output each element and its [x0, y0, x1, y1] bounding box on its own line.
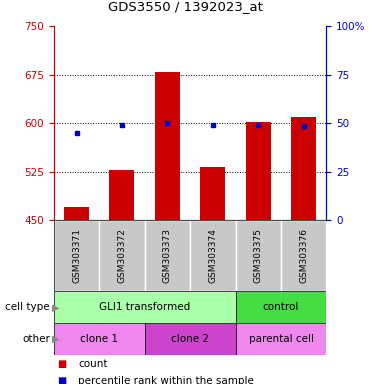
Text: percentile rank within the sample: percentile rank within the sample: [78, 376, 254, 384]
Text: cell type: cell type: [6, 302, 50, 313]
Bar: [155, 72, 180, 220]
Bar: [281, 220, 326, 291]
Text: control: control: [263, 302, 299, 313]
Bar: [109, 170, 134, 220]
Text: count: count: [78, 359, 108, 369]
Text: GSM303373: GSM303373: [163, 228, 172, 283]
Text: GDS3550 / 1392023_at: GDS3550 / 1392023_at: [108, 0, 263, 13]
Bar: [54, 291, 236, 323]
Text: GSM303374: GSM303374: [209, 228, 217, 283]
Text: clone 1: clone 1: [80, 334, 118, 344]
Text: GSM303372: GSM303372: [118, 228, 127, 283]
Text: ■: ■: [58, 359, 67, 369]
Bar: [99, 220, 145, 291]
Text: GSM303375: GSM303375: [254, 228, 263, 283]
Text: ▶: ▶: [52, 334, 59, 344]
Text: other: other: [22, 334, 50, 344]
Bar: [54, 220, 99, 291]
Text: clone 2: clone 2: [171, 334, 209, 344]
Bar: [145, 220, 190, 291]
Bar: [190, 220, 236, 291]
Text: GSM303376: GSM303376: [299, 228, 308, 283]
Bar: [236, 220, 281, 291]
Bar: [64, 207, 89, 220]
Bar: [54, 323, 145, 355]
Text: ■: ■: [58, 376, 67, 384]
Bar: [291, 117, 316, 220]
Bar: [236, 291, 326, 323]
Bar: [236, 323, 326, 355]
Text: GSM303371: GSM303371: [72, 228, 81, 283]
Text: parental cell: parental cell: [249, 334, 313, 344]
Bar: [145, 323, 236, 355]
Bar: [200, 167, 225, 220]
Text: GLI1 transformed: GLI1 transformed: [99, 302, 190, 313]
Text: ▶: ▶: [52, 302, 59, 313]
Bar: [246, 121, 271, 220]
